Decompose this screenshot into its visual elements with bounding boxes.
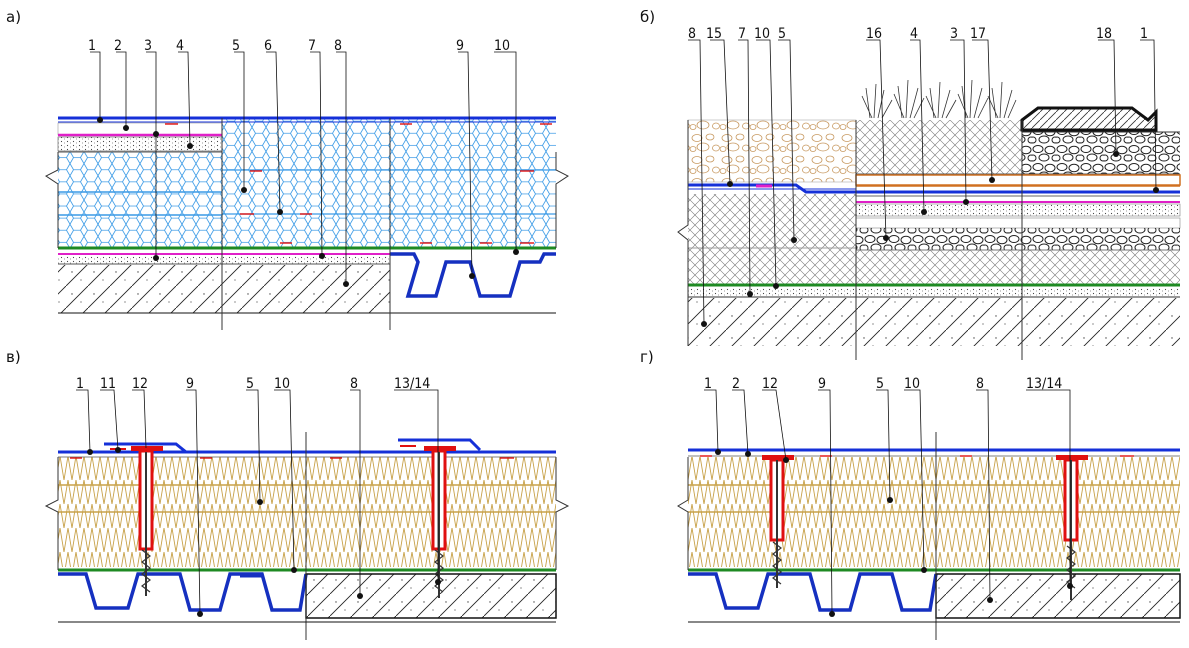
- telescopic-fastener-icon: [1056, 455, 1088, 600]
- callout-a-3: 3: [144, 38, 152, 54]
- callout-v-1: 1: [76, 376, 84, 392]
- callout-a-6: 6: [264, 38, 272, 54]
- callout-g-12: 12: [762, 376, 778, 392]
- callout-b-10: 10: [754, 26, 770, 42]
- callout-b-17: 17: [970, 26, 986, 42]
- callout-g-1: 1: [704, 376, 712, 392]
- callout-g-13-14: 13/14: [1026, 376, 1062, 392]
- callout-a-8: 8: [334, 38, 342, 54]
- callout-a-10: 10: [494, 38, 510, 54]
- panel-label-g: г): [640, 348, 654, 366]
- telescopic-fastener-icon: [131, 446, 163, 596]
- callout-b-1: 1: [1140, 26, 1148, 42]
- callout-b-5: 5: [778, 26, 786, 42]
- callout-b-18: 18: [1096, 26, 1112, 42]
- callout-a-2: 2: [114, 38, 122, 54]
- callout-v-13-14: 13/14: [394, 376, 430, 392]
- callout-g-2: 2: [732, 376, 740, 392]
- callout-g-8: 8: [976, 376, 984, 392]
- callout-b-15: 15: [706, 26, 722, 42]
- callout-b-7: 7: [738, 26, 746, 42]
- callout-v-5: 5: [246, 376, 254, 392]
- panel-v: в): [6, 348, 570, 640]
- panel-a: а): [6, 8, 569, 330]
- telescopic-fastener-icon: [762, 455, 794, 588]
- callout-g-9: 9: [818, 376, 826, 392]
- callout-v-10: 10: [274, 376, 290, 392]
- callout-g-10: 10: [904, 376, 920, 392]
- callout-a-7: 7: [308, 38, 316, 54]
- callout-b-16: 16: [866, 26, 882, 42]
- callout-g-5: 5: [876, 376, 884, 392]
- callout-a-9: 9: [456, 38, 464, 54]
- callout-v-8: 8: [350, 376, 358, 392]
- panel-label-a: а): [6, 8, 21, 26]
- panel-g: г): [640, 348, 1181, 640]
- callout-b-3: 3: [950, 26, 958, 42]
- callout-a-5: 5: [232, 38, 240, 54]
- callout-a-4: 4: [176, 38, 184, 54]
- panel-label-v: в): [6, 348, 21, 366]
- callout-v-11: 11: [100, 376, 116, 392]
- callout-b-8: 8: [688, 26, 696, 42]
- callout-a-1: 1: [88, 38, 96, 54]
- panel-b: б): [640, 8, 1181, 360]
- callout-b-4: 4: [910, 26, 918, 42]
- callout-v-9: 9: [186, 376, 194, 392]
- callout-v-12: 12: [132, 376, 148, 392]
- panel-label-b: б): [640, 8, 655, 26]
- telescopic-fastener-icon: [424, 446, 456, 598]
